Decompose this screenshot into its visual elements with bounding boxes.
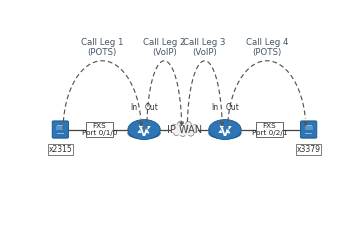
Bar — [305, 133, 312, 134]
Ellipse shape — [57, 130, 58, 131]
Text: FXS
Port 0/1/0: FXS Port 0/1/0 — [82, 123, 117, 136]
FancyBboxPatch shape — [256, 122, 283, 137]
Ellipse shape — [209, 120, 241, 140]
Ellipse shape — [192, 125, 198, 133]
FancyBboxPatch shape — [86, 122, 113, 137]
Text: Call Leg 2
(VoIP): Call Leg 2 (VoIP) — [143, 39, 185, 57]
Bar — [305, 126, 313, 130]
Text: IP WAN: IP WAN — [167, 125, 202, 134]
Ellipse shape — [185, 121, 192, 130]
Text: V: V — [221, 128, 229, 137]
Text: Call Leg 3
(VoIP): Call Leg 3 (VoIP) — [184, 39, 226, 57]
Bar — [305, 125, 312, 126]
Text: In: In — [211, 103, 218, 112]
Ellipse shape — [188, 129, 194, 136]
Text: FXS
Port 0/2/1: FXS Port 0/2/1 — [252, 123, 287, 136]
Text: Out: Out — [145, 103, 159, 112]
Ellipse shape — [177, 121, 184, 131]
Text: Out: Out — [226, 103, 240, 112]
Ellipse shape — [171, 124, 177, 133]
Ellipse shape — [128, 127, 160, 139]
Ellipse shape — [209, 127, 241, 139]
Text: Call Leg 1
(POTS): Call Leg 1 (POTS) — [81, 39, 123, 57]
Bar — [57, 133, 64, 134]
Ellipse shape — [308, 130, 309, 131]
Ellipse shape — [311, 130, 312, 131]
Text: x2315: x2315 — [49, 145, 72, 154]
Bar — [56, 126, 64, 130]
Bar — [209, 128, 241, 135]
Text: x3379: x3379 — [297, 145, 321, 154]
Bar — [128, 128, 160, 135]
Bar — [57, 125, 64, 126]
FancyBboxPatch shape — [301, 121, 317, 138]
Ellipse shape — [60, 130, 61, 131]
Ellipse shape — [174, 128, 179, 136]
Ellipse shape — [180, 130, 186, 137]
Ellipse shape — [128, 120, 160, 140]
Text: V: V — [140, 128, 148, 137]
Ellipse shape — [171, 124, 198, 135]
FancyBboxPatch shape — [52, 121, 68, 138]
Text: In: In — [130, 103, 137, 112]
Text: Call Leg 4
(POTS): Call Leg 4 (POTS) — [246, 39, 288, 57]
